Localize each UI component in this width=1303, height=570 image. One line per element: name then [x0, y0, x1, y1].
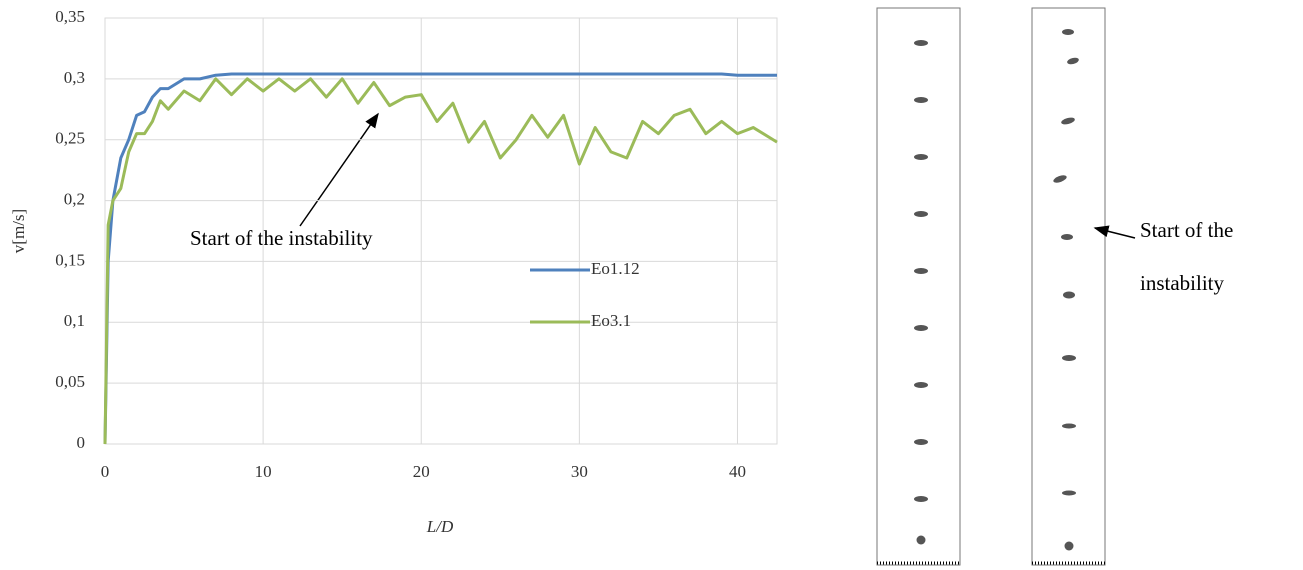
x-tick-label: 0: [101, 462, 110, 481]
legend-label: Eo3.1: [591, 311, 631, 330]
x-tick-label: 30: [571, 462, 588, 481]
y-tick-label: 0,05: [55, 372, 85, 391]
photo-panel: [1031, 7, 1106, 566]
y-tick-label: 0,1: [64, 311, 85, 330]
y-tick-label: 0,15: [55, 250, 85, 269]
legend-label: Eo1.12: [591, 259, 640, 278]
y-tick-label: 0,3: [64, 68, 85, 87]
y-tick-label: 0,25: [55, 129, 85, 148]
annotation-arrow: [299, 112, 379, 227]
annotation: Start of the instability: [190, 226, 373, 250]
x-tick-label: 20: [413, 462, 430, 481]
y-axis-label: v[m/s]: [9, 209, 28, 253]
series-line: [103, 77, 778, 445]
x-tick-label: 10: [255, 462, 272, 481]
y-tick-label: 0,35: [55, 7, 85, 26]
annotation-line: Start of the: [1140, 218, 1233, 242]
series-line: [103, 72, 777, 445]
y-tick-label: 0,2: [64, 189, 85, 208]
annotation-line: instability: [1140, 271, 1225, 295]
photo-panel: [876, 7, 961, 566]
annotation-arrow: [1093, 225, 1136, 239]
x-axis-label: L/D: [426, 517, 454, 536]
plot-frame: [104, 17, 778, 445]
y-tick-label: 0: [77, 433, 86, 452]
x-tick-label: 40: [729, 462, 746, 481]
